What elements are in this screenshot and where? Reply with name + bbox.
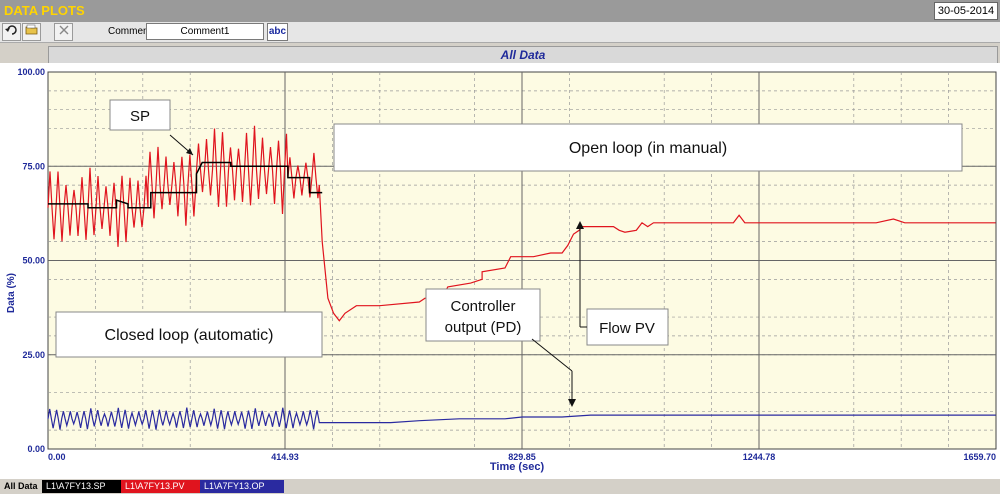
annotation-flow-pv-text: Flow PV [599,320,655,337]
x-tick-4: 1659.70 [963,452,996,462]
y-tick-0: 0.00 [27,444,45,454]
folder-icon [25,24,37,35]
series-sp-line [48,161,323,209]
open-button[interactable] [22,23,41,41]
tab-pv[interactable]: L1\A7FY13.PV [121,480,205,493]
tab-sp[interactable]: L1\A7FY13.SP [42,480,124,493]
bottom-tab-bar: All Data L1\A7FY13.SP L1\A7FY13.PV L1\A7… [0,479,1000,494]
close-button[interactable] [54,23,73,41]
y-tick-3: 75.00 [22,161,45,171]
y-axis-label: Data (%) [6,273,17,313]
x-tick-1: 414.93 [271,452,299,462]
annotation-sp-text: SP [130,108,150,125]
spell-check-button[interactable]: abc [267,23,288,41]
chart-area: 0.00 25.00 50.00 75.00 100.00 0.00 414.9… [0,63,1000,479]
annotation-closed-loop: Closed loop (automatic) [55,311,323,358]
x-tick-3: 1244.78 [743,452,776,462]
x-tick-2: 829.85 [508,452,536,462]
annotation-open-loop-text: Open loop (in manual) [569,140,727,157]
annotation-open-loop: Open loop (in manual) [333,123,963,172]
annotation-closed-loop-text: Closed loop (automatic) [105,327,274,344]
y-tick-labels: 0.00 25.00 50.00 75.00 100.00 [17,67,45,454]
comment-label: Comment [108,26,152,37]
date-field[interactable]: 30-05-2014 [934,2,998,20]
line-chart[interactable]: 0.00 25.00 50.00 75.00 100.00 0.00 414.9… [0,63,1000,479]
undo-button[interactable] [2,23,21,41]
undo-icon [4,25,17,35]
annotation-controller-line1: Controller [450,298,515,315]
tab-op[interactable]: L1\A7FY13.OP [200,480,284,493]
toolbar: Comment abc [0,22,1000,43]
series-op-line [47,407,996,430]
x-tick-0: 0.00 [48,452,66,462]
y-tick-1: 25.00 [22,350,45,360]
x-tick-labels: 0.00 414.93 829.85 1244.78 1659.70 [48,452,996,462]
y-tick-4: 100.00 [17,67,45,77]
annotation-controller-line2: output (PD) [445,319,522,336]
annotation-sp: SP [109,99,194,156]
annotation-flow-pv: Flow PV [576,221,669,346]
annotation-controller-output: Controller output (PD) [425,288,576,407]
comment-input[interactable] [146,23,264,40]
title-bar: DATA PLOTS 30-05-2014 [0,0,1000,22]
window-title: DATA PLOTS [4,3,85,18]
close-icon [59,25,68,35]
x-axis-label: Time (sec) [490,461,545,473]
y-tick-2: 50.00 [22,256,45,266]
tab-all-data[interactable]: All Data [0,480,42,493]
